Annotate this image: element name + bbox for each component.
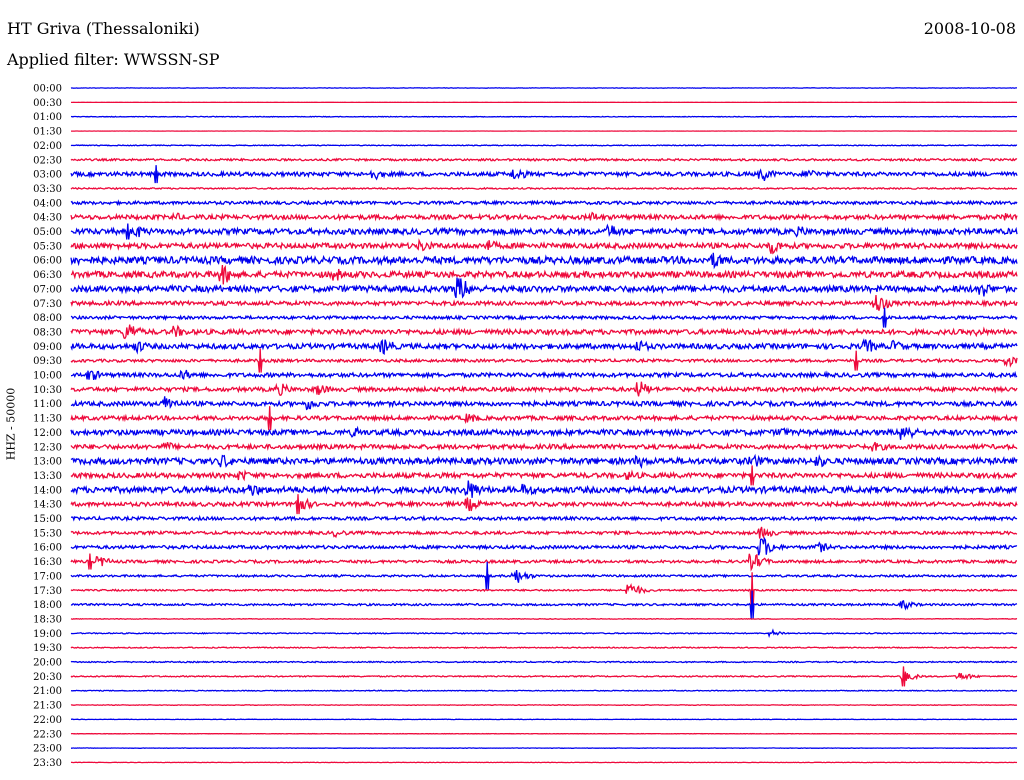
row-time-label: 00:30	[33, 98, 62, 109]
seismic-trace-row	[70, 480, 1018, 498]
seismic-trace-row	[70, 666, 1018, 687]
seismic-trace-row	[70, 441, 1018, 452]
seismic-trace-row	[70, 465, 1018, 486]
row-time-label: 05:30	[33, 241, 62, 252]
row-time-label: 16:00	[33, 543, 62, 554]
seismic-trace-row	[70, 526, 1018, 540]
seismic-trace-row	[70, 277, 1018, 299]
row-time-label: 04:00	[33, 198, 62, 209]
seismic-trace-row	[70, 252, 1018, 270]
seismic-trace-row	[70, 199, 1018, 207]
row-time-label: 10:00	[33, 371, 62, 382]
row-time-label: 16:30	[33, 557, 62, 568]
row-time-label: 18:00	[33, 600, 62, 611]
seismic-trace-row	[70, 494, 1018, 515]
row-time-label: 22:30	[33, 729, 62, 740]
seismic-trace-row	[70, 561, 1018, 590]
row-time-label: 22:00	[33, 715, 62, 726]
seismic-trace-row	[70, 324, 1018, 340]
seismic-trace-row	[70, 590, 1018, 619]
seismic-trace-row	[70, 628, 1018, 639]
row-time-label: 21:00	[33, 686, 62, 697]
seismic-trace-row	[70, 338, 1018, 356]
seismic-trace-row	[70, 307, 1018, 328]
seismic-trace-row	[70, 211, 1018, 222]
seismic-trace-row	[70, 617, 1018, 620]
seismic-trace-row	[70, 514, 1018, 523]
row-time-label: 11:00	[33, 399, 62, 410]
seismic-trace-row	[70, 264, 1018, 285]
seismic-trace-row	[70, 453, 1018, 470]
row-time-label: 12:30	[33, 442, 62, 453]
seismic-trace-row	[70, 223, 1018, 240]
seismic-trace-row	[70, 704, 1018, 707]
row-time-label: 12:00	[33, 428, 62, 439]
station-title: HT Griva (Thessaloniki)	[7, 19, 200, 38]
seismic-trace-row	[70, 165, 1018, 184]
row-time-label: 09:00	[33, 342, 62, 353]
row-time-label: 07:00	[33, 284, 62, 295]
row-time-label: 23:30	[33, 758, 62, 769]
row-time-label: 03:30	[33, 184, 62, 195]
row-time-label: 21:30	[33, 701, 62, 712]
row-time-label: 20:00	[33, 658, 62, 669]
seismic-trace-row	[70, 572, 1018, 609]
row-time-label: 05:00	[33, 227, 62, 238]
seismic-trace-row	[70, 536, 1018, 556]
row-time-label: 13:30	[33, 471, 62, 482]
seismic-trace-row	[70, 689, 1018, 692]
seismic-trace-row	[70, 646, 1018, 649]
row-time-label: 11:30	[33, 414, 62, 425]
date-label: 2008-10-08	[923, 19, 1016, 38]
seismic-trace-row	[70, 396, 1018, 411]
row-time-label: 01:30	[33, 127, 62, 138]
row-time-labels: 00:00 00:30 01:00 01:30 02:00 02:30 03:00 03:30…	[33, 84, 62, 769]
seismic-trace-row	[70, 381, 1018, 397]
row-time-label: 23:00	[33, 744, 62, 755]
row-time-label: 07:30	[33, 299, 62, 310]
seismic-trace-row	[70, 115, 1017, 118]
seismic-trace-row	[70, 369, 1018, 381]
seismic-trace-row	[70, 348, 1018, 373]
row-time-label: 01:00	[33, 112, 62, 123]
row-time-label: 00:00	[33, 84, 62, 95]
row-time-label: 20:30	[33, 672, 62, 683]
row-time-label: 19:30	[33, 643, 62, 654]
seismic-trace-row	[70, 238, 1018, 255]
row-time-label: 19:00	[33, 629, 62, 640]
row-time-label: 06:30	[33, 270, 62, 281]
seismic-trace-row	[70, 553, 1017, 572]
seismic-traces	[70, 87, 1018, 764]
row-time-label: 09:30	[33, 356, 62, 367]
row-time-label: 17:00	[33, 571, 62, 582]
seismic-trace-row	[70, 144, 1018, 147]
seismic-trace-row	[70, 425, 1018, 440]
row-time-label: 10:30	[33, 385, 62, 396]
seismic-trace-row	[70, 406, 1018, 431]
row-time-label: 14:30	[33, 500, 62, 511]
row-time-label: 15:30	[33, 528, 62, 539]
row-time-label: 03:00	[33, 170, 62, 181]
seismic-trace-row	[70, 157, 1018, 163]
row-time-label: 02:00	[33, 141, 62, 152]
row-time-label: 17:30	[33, 586, 62, 597]
seismic-trace-row	[70, 660, 1018, 664]
row-time-label: 13:00	[33, 457, 62, 468]
row-time-label: 06:00	[33, 256, 62, 267]
row-time-label: 15:00	[33, 514, 62, 525]
filter-label: Applied filter: WWSSN-SP	[7, 50, 220, 69]
row-time-label: 08:30	[33, 327, 62, 338]
row-time-label: 18:30	[33, 614, 62, 625]
seismic-trace-row	[70, 186, 1018, 191]
row-time-label: 08:00	[33, 313, 62, 324]
row-time-label: 14:00	[33, 485, 62, 496]
row-time-label: 02:30	[33, 155, 62, 166]
seismic-trace-row	[70, 294, 1018, 311]
row-time-label: 04:30	[33, 213, 62, 224]
